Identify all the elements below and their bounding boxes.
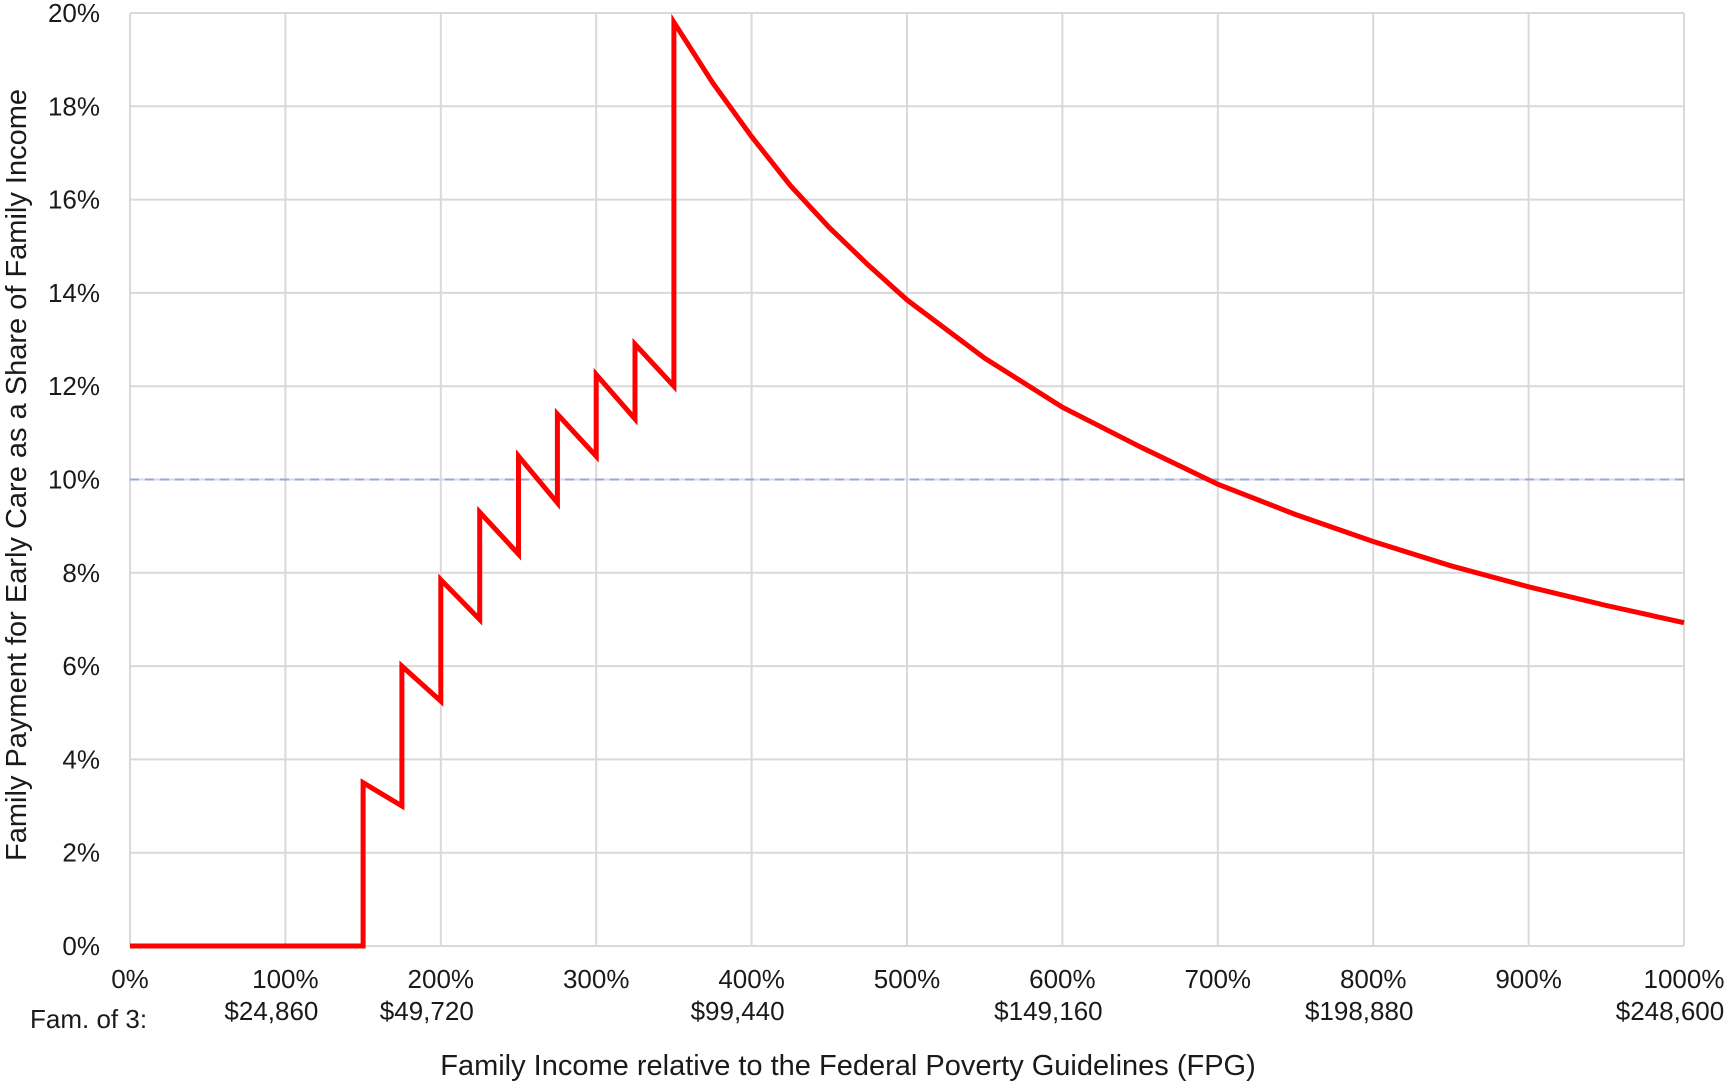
x-tick-label: 100% <box>252 964 319 994</box>
series-group <box>130 13 1685 949</box>
y-tick-label: 20% <box>48 0 100 28</box>
x-income-label: $149,160 <box>994 996 1102 1026</box>
x-income-label: $198,880 <box>1305 996 1413 1026</box>
x-tick-label: 900% <box>1495 964 1562 994</box>
y-axis-title: Family Payment for Early Care as a Share… <box>1 89 33 861</box>
x-tick-label: 700% <box>1185 964 1252 994</box>
x-axis-title: Family Income relative to the Federal Po… <box>440 1050 1256 1082</box>
y-tick-label: 2% <box>62 838 100 868</box>
x-tick-label: 600% <box>1029 964 1096 994</box>
y-tick-label: 14% <box>48 278 100 308</box>
x-tick-label: 800% <box>1340 964 1407 994</box>
x-income-label: $24,860 <box>224 996 318 1026</box>
x-tick-label: 200% <box>408 964 475 994</box>
x-tick-label: 400% <box>718 964 785 994</box>
y-tick-label: 16% <box>48 185 100 215</box>
x-income-label: $49,720 <box>380 996 474 1026</box>
x-axis-ticks: 0% 100%$24,860 200%$49,720 300% 400%$99,440 5… <box>111 964 1724 1026</box>
y-tick-label: 6% <box>62 651 100 681</box>
y-tick-label: 12% <box>48 371 100 401</box>
series-line <box>130 13 1685 949</box>
x-tick-label: 500% <box>874 964 941 994</box>
income-row-label: Fam. of 3: <box>30 1004 147 1034</box>
x-income-label: $248,600 <box>1616 996 1724 1026</box>
y-axis-ticks: 0% 2% 4% 6% 8% 10% 12% 14% 16% 18% 20% <box>48 0 100 961</box>
x-tick-label: 0% <box>111 964 149 994</box>
x-tick-label: 1000% <box>1644 964 1725 994</box>
x-income-label: $99,440 <box>691 996 785 1026</box>
y-tick-label: 10% <box>48 465 100 495</box>
x-tick-label: 300% <box>563 964 630 994</box>
y-tick-label: 18% <box>48 91 100 121</box>
y-tick-label: 0% <box>62 931 100 961</box>
y-tick-label: 8% <box>62 558 100 588</box>
y-tick-label: 4% <box>62 744 100 774</box>
